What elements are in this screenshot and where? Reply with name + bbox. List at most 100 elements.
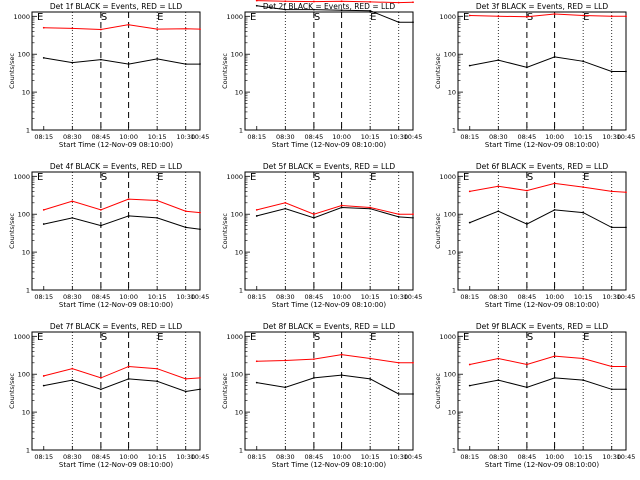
lld-data-point bbox=[99, 208, 102, 211]
events-data-point bbox=[625, 388, 627, 391]
x-tick-label: 08:45 bbox=[518, 133, 537, 141]
lld-data-point bbox=[369, 357, 372, 360]
x-tick-label: 08:30 bbox=[63, 293, 82, 301]
events-data-point bbox=[184, 63, 187, 65]
lld-data-point bbox=[582, 186, 585, 188]
interval-marker-label: S bbox=[314, 332, 320, 343]
interval-marker-label: S bbox=[527, 12, 533, 23]
lld-data-point bbox=[312, 358, 315, 361]
y-tick-label: 1 bbox=[239, 287, 243, 295]
interval-marker-label: E bbox=[583, 172, 589, 183]
events-data-point bbox=[127, 215, 130, 217]
events-data-point bbox=[582, 379, 585, 381]
x-tick-label: 10:45 bbox=[191, 133, 210, 141]
interval-marker-label: E bbox=[250, 332, 256, 343]
x-tick-label: 10:00 bbox=[545, 133, 564, 141]
x-tick-label: 08:15 bbox=[460, 453, 479, 461]
plot-frame bbox=[457, 171, 627, 291]
events-data-point bbox=[312, 216, 315, 219]
x-tick-label: 08:15 bbox=[247, 133, 266, 141]
events-data-point bbox=[412, 216, 414, 219]
y-axis-label: Counts/sec bbox=[221, 213, 229, 249]
x-tick-label: 08:15 bbox=[460, 293, 479, 301]
y-tick-label: 1000 bbox=[13, 173, 30, 181]
y-axis-label: Counts/sec bbox=[8, 373, 16, 409]
interval-marker-label: E bbox=[157, 332, 163, 343]
events-data-point bbox=[610, 70, 613, 73]
events-data-point bbox=[284, 207, 287, 210]
x-tick-label: 10:15 bbox=[574, 453, 593, 461]
events-data-point bbox=[99, 58, 102, 61]
x-tick-label: 08:15 bbox=[247, 453, 266, 461]
plot-frame bbox=[457, 11, 627, 131]
events-data-point bbox=[127, 378, 130, 380]
x-tick-label: 08:45 bbox=[92, 453, 111, 461]
lld-data-point bbox=[582, 14, 585, 17]
y-tick-label: 100 bbox=[18, 211, 30, 219]
lld-series-line bbox=[469, 355, 626, 367]
x-tick-label: 10:30 bbox=[389, 453, 408, 461]
x-tick-label: 10:00 bbox=[545, 453, 564, 461]
x-tick-label: 10:45 bbox=[617, 133, 636, 141]
events-data-point bbox=[497, 379, 500, 381]
x-tick-label: 10:15 bbox=[148, 293, 167, 301]
x-tick-label: 10:45 bbox=[617, 293, 636, 301]
events-data-point bbox=[255, 4, 258, 7]
x-tick-label: 10:30 bbox=[176, 293, 195, 301]
x-tick-label: 10:00 bbox=[119, 453, 138, 461]
events-data-point bbox=[71, 379, 74, 381]
x-axis-label: Start Time (12-Nov-09 08:10:00) bbox=[59, 141, 173, 149]
x-tick-label: 08:45 bbox=[305, 453, 324, 461]
panel-title: Det 8f BLACK = Events, RED = LLD bbox=[263, 322, 396, 331]
events-data-point bbox=[199, 388, 201, 391]
x-tick-label: 10:30 bbox=[176, 133, 195, 141]
events-data-point bbox=[397, 21, 400, 24]
events-series-line bbox=[43, 57, 200, 65]
lld-data-point bbox=[397, 361, 400, 364]
y-tick-label: 1 bbox=[452, 447, 456, 455]
y-tick-label: 1000 bbox=[439, 333, 456, 341]
events-data-point bbox=[397, 215, 400, 218]
lld-data-point bbox=[42, 208, 45, 211]
x-tick-label: 08:30 bbox=[63, 453, 82, 461]
lld-data-point bbox=[156, 199, 159, 202]
x-tick-label: 08:30 bbox=[276, 453, 295, 461]
y-tick-label: 100 bbox=[444, 371, 456, 379]
lld-data-point bbox=[610, 15, 613, 18]
events-data-point bbox=[610, 388, 613, 391]
y-tick-label: 10 bbox=[22, 89, 30, 97]
y-tick-label: 1000 bbox=[226, 173, 243, 181]
lld-series-line bbox=[469, 13, 626, 18]
events-data-point bbox=[156, 380, 159, 383]
interval-marker-label: E bbox=[157, 12, 163, 23]
events-data-point bbox=[199, 228, 201, 231]
lld-data-point bbox=[525, 363, 528, 366]
interval-marker-label: E bbox=[370, 332, 376, 343]
events-data-point bbox=[184, 226, 187, 229]
events-data-point bbox=[497, 210, 500, 213]
lld-data-point bbox=[625, 191, 627, 194]
x-tick-label: 08:45 bbox=[92, 133, 111, 141]
x-tick-label: 10:30 bbox=[602, 133, 621, 141]
y-axis-label: Counts/sec bbox=[434, 213, 442, 249]
lld-data-point bbox=[553, 13, 556, 15]
lld-data-point bbox=[340, 204, 343, 207]
events-series-line bbox=[256, 374, 413, 395]
x-tick-label: 10:45 bbox=[617, 453, 636, 461]
y-axis-label: Counts/sec bbox=[8, 53, 16, 89]
events-data-point bbox=[284, 386, 287, 389]
lld-data-point bbox=[71, 200, 74, 203]
y-axis-label: Counts/sec bbox=[221, 373, 229, 409]
x-tick-label: 10:45 bbox=[404, 133, 423, 141]
x-tick-label: 08:30 bbox=[276, 133, 295, 141]
events-data-point bbox=[199, 63, 201, 65]
lld-data-point bbox=[284, 359, 287, 362]
x-tick-label: 10:45 bbox=[191, 453, 210, 461]
x-tick-label: 10:15 bbox=[361, 453, 380, 461]
plot-frame bbox=[244, 331, 414, 451]
y-tick-label: 10 bbox=[235, 89, 243, 97]
x-tick-label: 10:15 bbox=[361, 293, 380, 301]
